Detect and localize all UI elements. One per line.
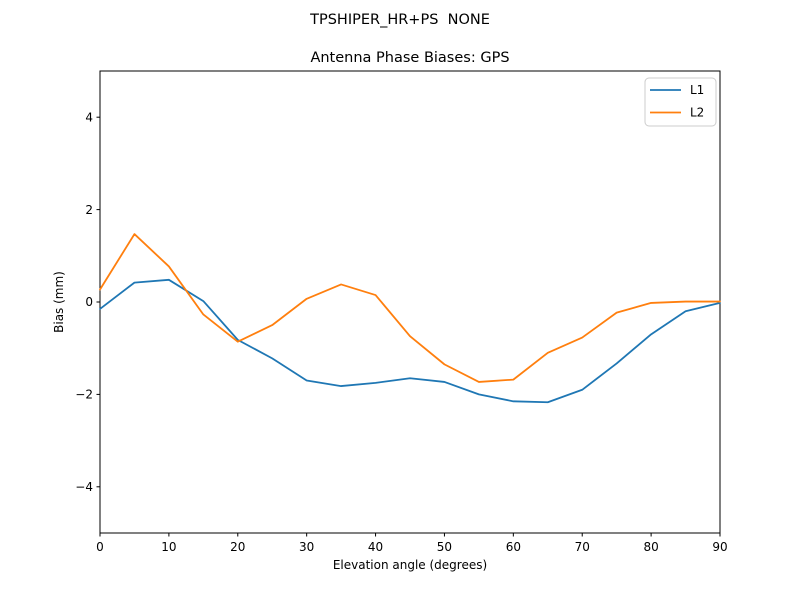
- plot-frame: [99, 70, 721, 534]
- y-tick-label: −2: [75, 388, 93, 402]
- figure-suptitle: TPSHIPER_HR+PS NONE: [309, 12, 490, 28]
- x-axis-label: Elevation angle (degrees): [333, 558, 487, 572]
- x-tick-label: 80: [643, 540, 658, 554]
- line-l2: [99, 233, 721, 383]
- y-tick-label: 0: [85, 295, 93, 309]
- legend-box: [644, 77, 717, 127]
- data-series: [99, 233, 721, 404]
- legend: L1 L2: [644, 77, 717, 127]
- y-axis-ticks: −4 −2 0 2 4: [75, 110, 100, 494]
- line-l1: [99, 278, 721, 404]
- x-axis-ticks: 0 10 20 30 40 50 60 70 80 90: [96, 533, 728, 554]
- legend-label-l2: L2: [690, 106, 704, 120]
- legend-label-l1: L1: [690, 83, 704, 97]
- axes-title: Antenna Phase Biases: GPS: [310, 50, 509, 66]
- x-tick-label: 40: [368, 540, 383, 554]
- x-tick-label: 60: [506, 540, 521, 554]
- legend-items: L1 L2: [650, 83, 704, 120]
- x-tick-label: 30: [299, 540, 314, 554]
- y-tick-label: −4: [75, 480, 93, 494]
- x-tick-label: 20: [230, 540, 245, 554]
- x-tick-label: 10: [161, 540, 176, 554]
- x-tick-label: 90: [712, 540, 727, 554]
- x-tick-label: 0: [96, 540, 104, 554]
- x-tick-label: 70: [575, 540, 590, 554]
- x-tick-label: 50: [437, 540, 452, 554]
- y-tick-label: 4: [85, 110, 93, 124]
- y-tick-label: 2: [85, 203, 93, 217]
- y-axis-label: Bias (mm): [52, 271, 66, 333]
